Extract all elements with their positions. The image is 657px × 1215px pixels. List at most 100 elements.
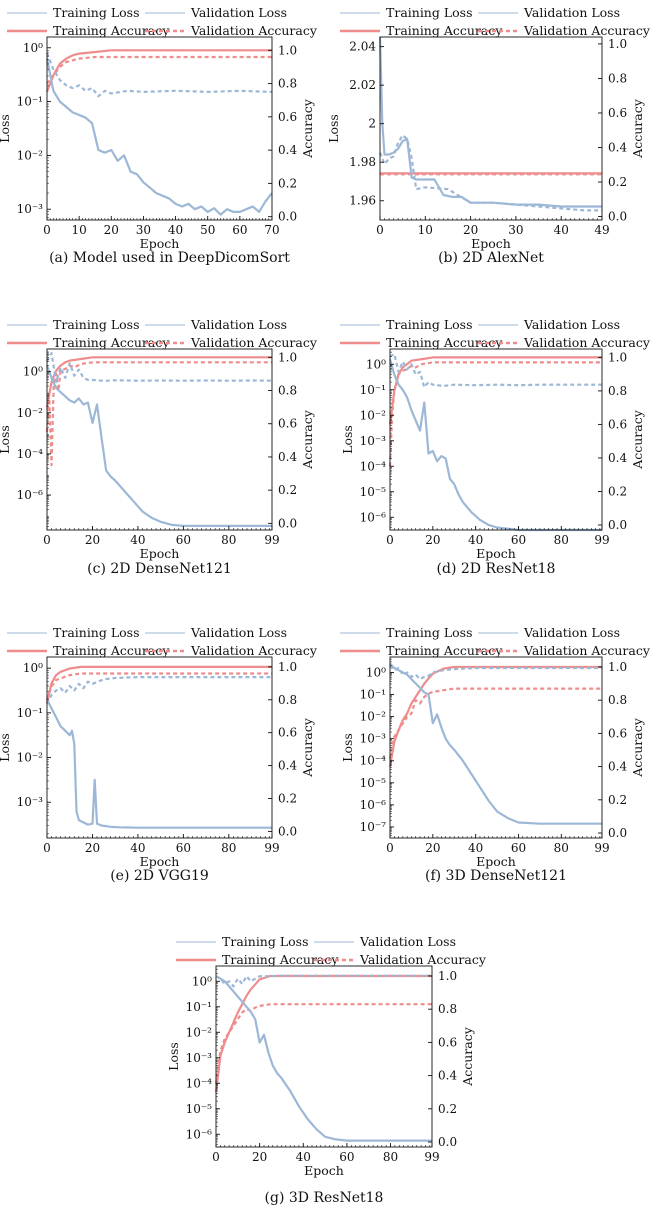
x-axis: 0 20 40 60 80 99 bbox=[43, 834, 280, 855]
y2-tick-label: 0.6 bbox=[608, 106, 627, 120]
x-axis-label: Epoch bbox=[476, 546, 516, 561]
y2-axis-label: Accuracy bbox=[630, 98, 645, 159]
chart-b: Training Loss Validation Loss Training Acc… bbox=[326, 5, 651, 266]
y2-tick-label: 0.8 bbox=[608, 71, 627, 85]
legend: Training Loss Validation Loss Training Acc… bbox=[340, 625, 651, 658]
y-tick-label: 10⁻² bbox=[360, 408, 387, 422]
legend-label-training-loss: Training Loss bbox=[53, 5, 140, 20]
x-tick-label: 0 bbox=[386, 533, 394, 547]
legend: Training Loss Validation Loss Training Acc… bbox=[7, 5, 318, 38]
x-axis-label: Epoch bbox=[476, 854, 516, 869]
legend-label-validation-loss: Validation Loss bbox=[190, 317, 287, 332]
series-training-accuracy bbox=[388, 665, 602, 767]
y-tick-label: 2.04 bbox=[349, 40, 376, 54]
legend-label-training-accuracy: Training Accuracy bbox=[386, 335, 503, 350]
subfigure-caption: (e) 2D VGG19 bbox=[110, 868, 209, 884]
x-tick-label: 80 bbox=[554, 533, 569, 547]
y2-tick-label: 0.0 bbox=[608, 826, 627, 840]
x-tick-label: 60 bbox=[339, 1150, 354, 1164]
y2-tick-label: 0.4 bbox=[278, 450, 297, 464]
y2-tick-label: 0.4 bbox=[608, 760, 627, 774]
y2-tick-label: 1.0 bbox=[278, 660, 297, 674]
y-tick-label: 10⁻⁵ bbox=[360, 776, 387, 790]
y2-tick-label: 0.8 bbox=[608, 384, 627, 398]
x-tick-label: 0 bbox=[212, 1150, 220, 1164]
series-training-loss bbox=[46, 699, 272, 829]
y-tick-label: 10⁻⁵ bbox=[186, 1102, 213, 1116]
series-validation-loss bbox=[389, 665, 602, 681]
y-axis-left: 10⁰ 10⁻¹ 10⁻² 10⁻³ bbox=[17, 661, 51, 834]
y2-tick-label: 0.6 bbox=[278, 417, 297, 431]
x-tick-label: 20 bbox=[104, 223, 119, 237]
series-group bbox=[45, 352, 273, 528]
x-tick-label: 20 bbox=[425, 533, 440, 547]
series-training-accuracy bbox=[45, 49, 272, 93]
x-tick-label: 99 bbox=[594, 533, 609, 547]
axes-frame bbox=[46, 36, 273, 221]
x-tick-label: 40 bbox=[296, 1150, 311, 1164]
y-tick-label: 10⁻³ bbox=[17, 795, 44, 809]
x-tick-label: 40 bbox=[468, 841, 483, 855]
y-tick-label: 10⁻³ bbox=[17, 202, 44, 216]
subfigure-caption: (f) 3D DenseNet121 bbox=[425, 868, 567, 884]
y-tick-label: 10⁻⁶ bbox=[17, 488, 44, 502]
x-tick-label: 0 bbox=[376, 223, 384, 237]
series-validation-accuracy bbox=[46, 55, 272, 85]
legend-label-training-loss: Training Loss bbox=[386, 317, 473, 332]
y-tick-label: 10⁰ bbox=[23, 661, 43, 675]
y-tick-label: 10⁻² bbox=[17, 406, 44, 420]
axes-frame bbox=[46, 348, 273, 531]
y2-tick-label: 0.4 bbox=[608, 451, 627, 465]
chart-f: Training Loss Validation Loss Training Acc… bbox=[340, 625, 651, 884]
series-group bbox=[378, 36, 602, 212]
x-axis-label: Epoch bbox=[140, 236, 180, 251]
x-axis-label: Epoch bbox=[304, 1163, 344, 1178]
y-axis-label: Loss bbox=[166, 1042, 181, 1071]
legend-label-validation-accuracy: Validation Accuracy bbox=[523, 335, 651, 350]
legend-label-validation-accuracy: Validation Accuracy bbox=[523, 643, 651, 658]
x-axis: 0 20 40 60 80 99 bbox=[212, 1143, 440, 1164]
series-training-loss bbox=[389, 662, 602, 825]
series-group bbox=[45, 665, 272, 829]
legend-label-validation-loss: Validation Loss bbox=[523, 5, 620, 20]
series-training-loss bbox=[378, 36, 602, 208]
x-axis: 0 10 20 30 40 50 60 70 bbox=[43, 216, 280, 237]
y2-tick-label: 0.6 bbox=[278, 110, 297, 124]
y-tick-label: 10⁻² bbox=[360, 710, 387, 724]
y2-tick-label: 0.8 bbox=[438, 1002, 457, 1016]
x-tick-label: 40 bbox=[130, 533, 145, 547]
y2-tick-label: 0.0 bbox=[278, 516, 297, 530]
y-tick-label: 10⁰ bbox=[366, 357, 386, 371]
legend-label-training-accuracy: Training Accuracy bbox=[53, 643, 170, 658]
y-tick-label: 10⁰ bbox=[23, 365, 43, 379]
y2-tick-label: 1.0 bbox=[438, 969, 457, 983]
y-axis-right: 0.0 0.2 0.4 0.6 0.8 1.0 bbox=[268, 350, 297, 530]
subfigure-caption: (d) 2D ResNet18 bbox=[437, 561, 556, 577]
y2-tick-label: 0.0 bbox=[438, 1135, 457, 1149]
x-tick-label: 40 bbox=[554, 223, 569, 237]
x-tick-label: 40 bbox=[468, 533, 483, 547]
y-axis-label: Loss bbox=[0, 425, 12, 454]
y2-tick-label: 1.0 bbox=[608, 37, 627, 51]
x-tick-label: 20 bbox=[85, 841, 100, 855]
y2-tick-label: 0.0 bbox=[278, 210, 297, 224]
x-tick-label: 99 bbox=[264, 533, 279, 547]
y-axis-label: Loss bbox=[0, 733, 12, 762]
legend-label-validation-accuracy: Validation Accuracy bbox=[190, 335, 318, 350]
axes-frame bbox=[389, 348, 603, 531]
chart-e: Training Loss Validation Loss Training Acc… bbox=[0, 625, 318, 884]
x-axis: 0 20 40 60 80 99 bbox=[386, 526, 610, 547]
x-axis-label: Epoch bbox=[471, 236, 511, 251]
series-validation-loss bbox=[389, 353, 602, 389]
series-training-loss bbox=[215, 975, 432, 1142]
x-tick-label: 80 bbox=[383, 1150, 398, 1164]
legend-label-validation-loss: Validation Loss bbox=[523, 317, 620, 332]
legend-label-training-loss: Training Loss bbox=[222, 934, 309, 949]
y-tick-label: 10⁰ bbox=[23, 41, 43, 55]
y2-tick-label: 0.4 bbox=[438, 1069, 457, 1083]
legend: Training Loss Validation Loss Training Acc… bbox=[340, 5, 651, 38]
y-axis-label: Loss bbox=[340, 425, 355, 454]
y-tick-label: 10⁻⁶ bbox=[186, 1127, 213, 1141]
series-training-accuracy bbox=[388, 356, 602, 425]
legend-label-validation-accuracy: Validation Accuracy bbox=[190, 643, 318, 658]
